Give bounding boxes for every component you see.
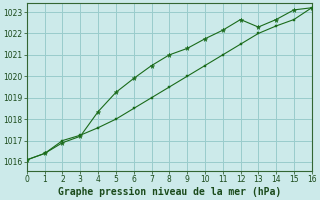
X-axis label: Graphe pression niveau de la mer (hPa): Graphe pression niveau de la mer (hPa) (58, 186, 281, 197)
